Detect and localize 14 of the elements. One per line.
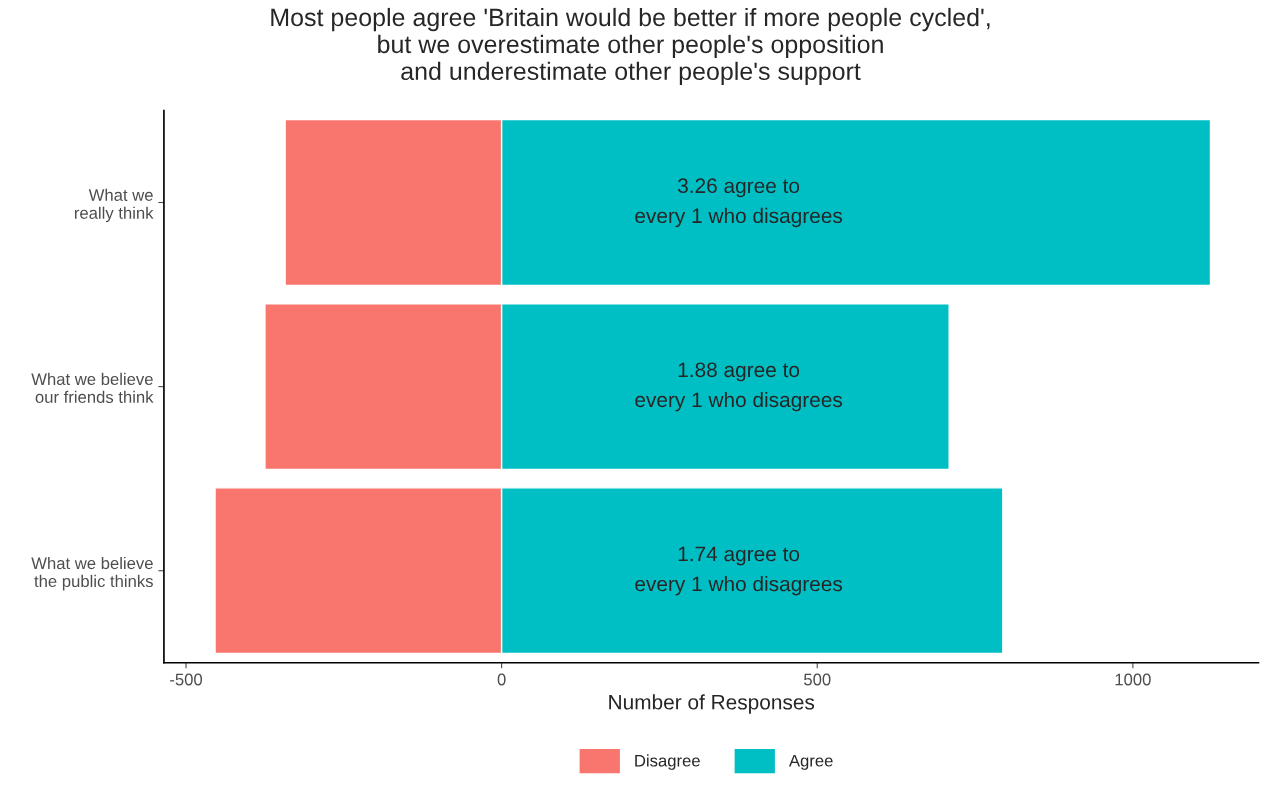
annotation: 3.26 agree to every 1 who disagrees (635, 178, 843, 228)
x-axis-title: Number of Responses (609, 694, 815, 714)
x-tick-label: 500 (804, 673, 831, 686)
x-tick-label: -500 (170, 673, 203, 686)
annotation: 1.88 agree to every 1 who disagrees (635, 362, 843, 412)
legend-label: Disagree (635, 754, 700, 770)
y-tick-label: What we believe our friends think (31, 372, 154, 403)
y-tick-label: What we really think (74, 188, 154, 223)
annotation: 1.74 agree to every 1 who disagrees (635, 546, 843, 596)
x-tick-label: 0 (497, 673, 506, 686)
x-tick-label: 1000 (1115, 673, 1151, 686)
chart-title: Most people agree 'Britain would be better if more people cycled', but we overestimate other people's opposition and underestimate other people's support (271, 7, 990, 86)
legend-label: Agree (788, 754, 833, 770)
y-tick-label: What we believe the public thinks (31, 556, 153, 591)
